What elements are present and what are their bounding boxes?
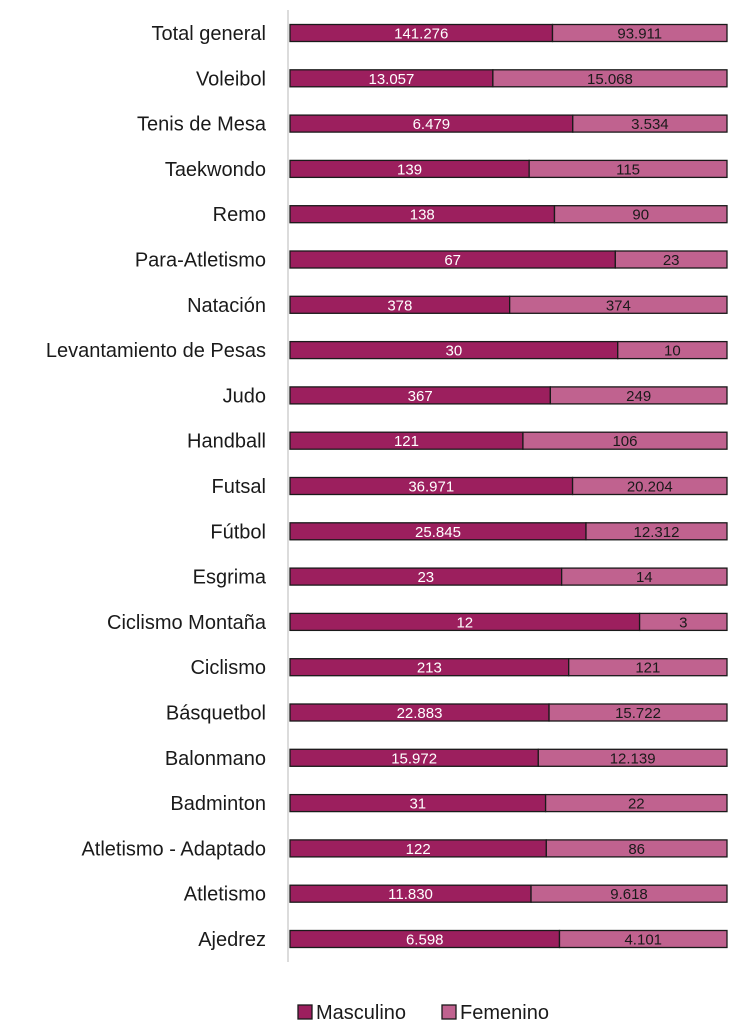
bar-femenino bbox=[509, 295, 728, 314]
bar-femenino bbox=[553, 205, 728, 224]
data-label-femenino: 90 bbox=[632, 207, 649, 224]
category-label: Levantamiento de Pesas bbox=[46, 340, 266, 362]
data-label-masculino: 22.883 bbox=[397, 705, 443, 722]
category-label: Handball bbox=[187, 431, 266, 453]
data-label-femenino: 121 bbox=[635, 660, 660, 677]
data-label-masculino: 11.830 bbox=[388, 886, 433, 903]
data-label-masculino: 36.971 bbox=[408, 479, 454, 496]
data-label-masculino: 6.479 bbox=[413, 116, 451, 133]
data-label-femenino: 4.101 bbox=[624, 932, 662, 949]
category-label: Total general bbox=[151, 23, 266, 45]
data-label-masculino: 6.598 bbox=[406, 932, 444, 949]
category-label: Básquetbol bbox=[166, 703, 266, 725]
category-label: Balonmano bbox=[165, 748, 266, 770]
data-label-masculino: 141.276 bbox=[394, 26, 448, 43]
category-label: Futsal bbox=[212, 476, 266, 498]
data-label-masculino: 139 bbox=[397, 161, 422, 178]
data-label-masculino: 213 bbox=[417, 660, 442, 677]
category-label: Tenis de Mesa bbox=[137, 114, 267, 136]
category-label: Para-Atletismo bbox=[135, 250, 266, 272]
data-label-masculino: 122 bbox=[406, 841, 431, 858]
data-label-masculino: 367 bbox=[408, 388, 433, 405]
data-label-masculino: 121 bbox=[394, 433, 419, 450]
bar-femenino bbox=[572, 114, 728, 133]
category-label: Atletismo bbox=[184, 884, 266, 906]
data-label-masculino: 138 bbox=[410, 207, 435, 224]
data-label-masculino: 31 bbox=[409, 796, 426, 813]
data-label-femenino: 12.312 bbox=[634, 524, 680, 541]
category-label: Judo bbox=[223, 385, 266, 407]
category-label: Esgrima bbox=[193, 567, 267, 589]
data-label-femenino: 12.139 bbox=[610, 750, 656, 767]
category-label: Ciclismo Montaña bbox=[107, 612, 267, 634]
data-label-femenino: 15.068 bbox=[587, 71, 633, 88]
data-label-masculino: 12 bbox=[456, 614, 473, 631]
bar-femenino bbox=[568, 658, 728, 677]
bar-femenino bbox=[537, 748, 728, 767]
bar-femenino bbox=[551, 23, 728, 43]
data-label-femenino: 3.534 bbox=[631, 116, 669, 133]
bar-femenino bbox=[492, 69, 728, 88]
bar-femenino bbox=[560, 567, 728, 586]
data-label-femenino: 14 bbox=[636, 569, 653, 586]
data-label-femenino: 106 bbox=[612, 433, 637, 450]
category-label: Fútbol bbox=[210, 521, 266, 543]
category-label: Natación bbox=[187, 295, 266, 317]
data-label-femenino: 3 bbox=[679, 614, 687, 631]
data-label-masculino: 23 bbox=[417, 569, 434, 586]
bar-femenino bbox=[549, 386, 728, 405]
bar-femenino bbox=[585, 522, 728, 541]
bar-femenino bbox=[522, 431, 728, 450]
category-label: Ajedrez bbox=[198, 929, 266, 951]
data-label-masculino: 25.845 bbox=[415, 524, 461, 541]
data-label-femenino: 115 bbox=[616, 161, 640, 178]
category-label: Atletismo - Adaptado bbox=[81, 838, 266, 860]
data-label-masculino: 30 bbox=[446, 343, 463, 360]
category-label: Taekwondo bbox=[165, 159, 266, 181]
data-label-femenino: 9.618 bbox=[610, 886, 648, 903]
bar-femenino bbox=[548, 703, 728, 722]
bar-femenino bbox=[558, 929, 728, 949]
data-label-masculino: 15.972 bbox=[391, 750, 437, 767]
data-label-femenino: 20.204 bbox=[627, 479, 673, 496]
legend-label-masculino: Masculino bbox=[316, 1002, 406, 1024]
bar-femenino bbox=[571, 476, 728, 496]
data-label-masculino: 67 bbox=[444, 252, 461, 269]
bar-femenino bbox=[528, 159, 728, 179]
data-label-femenino: 374 bbox=[606, 297, 631, 314]
bar-femenino bbox=[544, 793, 728, 813]
data-label-femenino: 249 bbox=[626, 388, 651, 405]
bar-femenino bbox=[617, 340, 728, 360]
bar-femenino bbox=[638, 612, 728, 632]
category-label: Ciclismo bbox=[190, 657, 266, 679]
legend-swatch-femenino bbox=[441, 1004, 457, 1020]
data-label-femenino: 23 bbox=[663, 252, 680, 269]
category-label: Voleibol bbox=[196, 68, 266, 90]
legend-label-femenino: Femenino bbox=[460, 1002, 549, 1024]
data-label-femenino: 22 bbox=[628, 796, 645, 813]
data-label-femenino: 15.722 bbox=[615, 705, 661, 722]
bar-femenino bbox=[545, 839, 728, 858]
data-label-femenino: 10 bbox=[664, 343, 681, 360]
category-label: Badminton bbox=[170, 793, 266, 815]
data-label-masculino: 378 bbox=[387, 297, 412, 314]
bar-femenino bbox=[614, 250, 728, 269]
data-label-masculino: 13.057 bbox=[368, 71, 414, 88]
data-label-femenino: 93.911 bbox=[617, 26, 662, 43]
legend-swatch-masculino bbox=[297, 1004, 313, 1020]
bar-femenino bbox=[530, 884, 728, 903]
category-label: Remo bbox=[213, 204, 266, 226]
data-label-femenino: 86 bbox=[628, 841, 645, 858]
